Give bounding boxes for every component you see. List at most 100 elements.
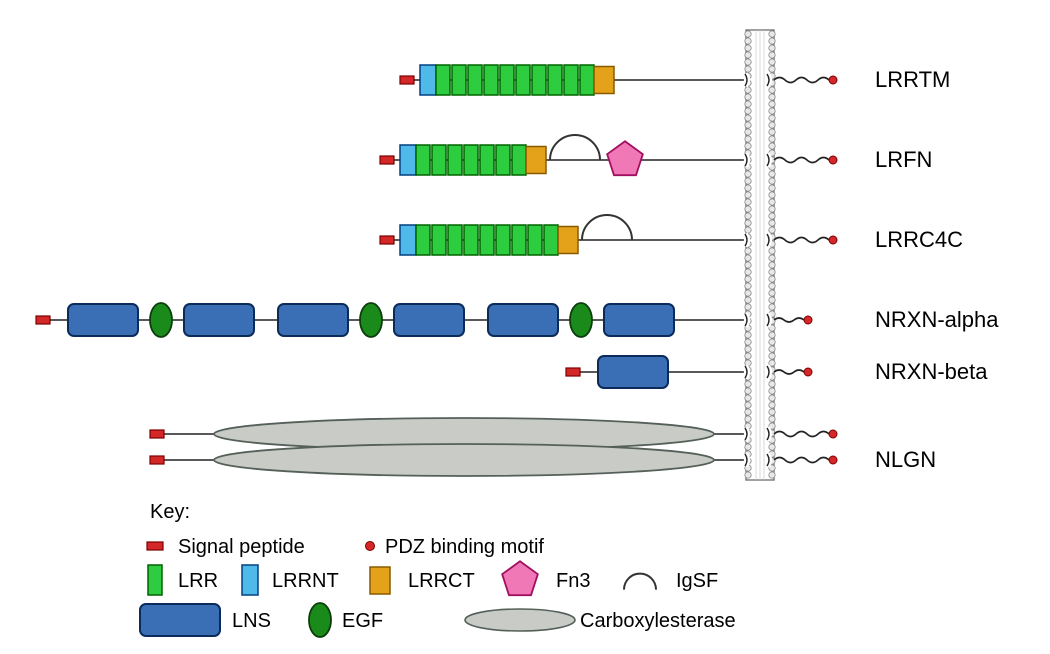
lrr-icon <box>528 225 542 255</box>
legend-item: LRRCT <box>370 567 475 594</box>
lrrct-icon <box>370 567 390 594</box>
signal-peptide-icon <box>380 236 394 244</box>
signal-peptide-icon <box>150 430 164 438</box>
igsf-icon <box>550 135 600 160</box>
lrr-icon <box>468 65 482 95</box>
egf-icon <box>150 303 172 337</box>
lrr-icon <box>564 65 578 95</box>
lrr-icon <box>544 225 558 255</box>
legend-item: LRR <box>148 565 218 595</box>
igsf-icon <box>582 215 632 240</box>
lrrct-icon <box>558 227 578 254</box>
egf-icon <box>570 303 592 337</box>
pdz-icon <box>829 430 837 438</box>
legend-item: IgSF <box>624 570 718 592</box>
legend-item: EGF <box>309 603 383 637</box>
protein-nlgn_bot: NLGN <box>150 444 936 476</box>
lrr-icon <box>448 225 462 255</box>
lrr-icon <box>500 65 514 95</box>
lrrnt-icon <box>400 145 416 175</box>
signal-peptide-icon <box>400 76 414 84</box>
lrr-icon <box>532 65 546 95</box>
tail-squiggle <box>774 458 829 463</box>
protein-label: NRXN-beta <box>875 359 988 384</box>
pdz-icon <box>829 236 837 244</box>
legend-label: LNS <box>232 610 271 632</box>
protein-lrrtm: LRRTM <box>400 65 950 95</box>
lrr-icon <box>496 225 510 255</box>
lrr-icon <box>480 145 494 175</box>
protein-label: LRRC4C <box>875 227 963 252</box>
pdz-icon <box>366 542 375 551</box>
legend-label: LRRCT <box>408 570 475 592</box>
lrr-icon <box>448 145 462 175</box>
tail-squiggle <box>774 432 829 437</box>
fn3-icon <box>502 561 538 595</box>
lrr-icon <box>464 145 478 175</box>
lns-icon <box>488 304 558 336</box>
lns-icon <box>604 304 674 336</box>
fn3-icon <box>607 141 643 175</box>
egf-icon <box>309 603 331 637</box>
legend-label: EGF <box>342 610 383 632</box>
pdz-icon <box>829 76 837 84</box>
tail-squiggle <box>774 370 804 374</box>
lrr-icon <box>432 225 446 255</box>
signal-peptide-icon <box>36 316 50 324</box>
signal-peptide-icon <box>566 368 580 376</box>
signal-peptide-icon <box>380 156 394 164</box>
protein-label: NRXN-alpha <box>875 307 999 332</box>
lrr-icon <box>416 145 430 175</box>
protein-domain-diagram: LRRTMLRFNLRRC4CNRXN-alphaNRXN-betaNLGNKe… <box>0 0 1050 654</box>
lrr-icon <box>452 65 466 95</box>
tail-squiggle <box>774 318 804 322</box>
igsf-icon <box>624 574 656 590</box>
legend: Key:Signal peptidePDZ binding motifLRRLR… <box>140 501 736 637</box>
legend-label: LRR <box>178 570 218 592</box>
legend-label: Carboxylesterase <box>580 610 736 632</box>
lrrct-icon <box>526 147 546 174</box>
lrr-icon <box>416 225 430 255</box>
carboxylesterase-icon <box>214 444 714 476</box>
lrr-icon <box>484 65 498 95</box>
legend-label: PDZ binding motif <box>385 536 544 558</box>
pdz-icon <box>804 316 812 324</box>
pdz-icon <box>829 156 837 164</box>
legend-label: Signal peptide <box>178 536 305 558</box>
protein-label: NLGN <box>875 447 936 472</box>
lrr-icon <box>436 65 450 95</box>
protein-nrxnb: NRXN-beta <box>566 356 988 388</box>
tail-squiggle <box>774 78 829 83</box>
protein-nrxna: NRXN-alpha <box>36 303 999 337</box>
lrrnt-icon <box>242 565 258 595</box>
lrrnt-icon <box>420 65 436 95</box>
lrr-icon <box>148 565 162 595</box>
lrr-icon <box>480 225 494 255</box>
legend-item: LNS <box>140 604 271 636</box>
lrr-icon <box>580 65 594 95</box>
protein-label: LRFN <box>875 147 932 172</box>
legend-item: Signal peptide <box>147 536 305 558</box>
protein-lrfn: LRFN <box>380 135 932 175</box>
lns-icon <box>278 304 348 336</box>
legend-item: Carboxylesterase <box>465 609 736 632</box>
lrr-icon <box>432 145 446 175</box>
lrr-icon <box>496 145 510 175</box>
lns-icon <box>184 304 254 336</box>
protein-lrrc4c: LRRC4C <box>380 215 963 255</box>
membrane <box>745 30 775 480</box>
tail-squiggle <box>774 238 829 243</box>
lrr-icon <box>516 65 530 95</box>
lrr-icon <box>512 225 526 255</box>
tail-squiggle <box>774 158 829 163</box>
pdz-icon <box>804 368 812 376</box>
lns-icon <box>598 356 668 388</box>
legend-item: LRRNT <box>242 565 339 595</box>
lrr-icon <box>464 225 478 255</box>
lns-icon <box>68 304 138 336</box>
protein-label: LRRTM <box>875 67 950 92</box>
lrrct-icon <box>594 67 614 94</box>
lrr-icon <box>548 65 562 95</box>
lns-icon <box>394 304 464 336</box>
signal-peptide-icon <box>150 456 164 464</box>
